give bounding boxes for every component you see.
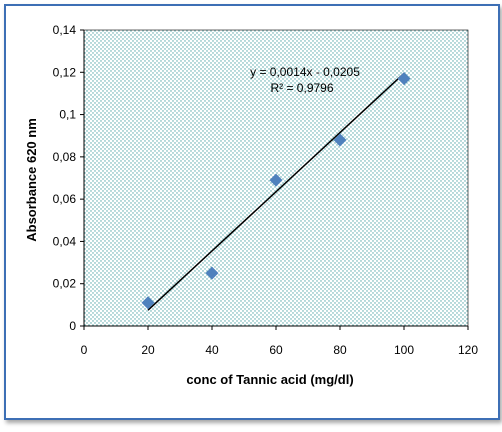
- trendline: [147, 72, 405, 311]
- x-axis-label: conc of Tannic acid (mg/dl): [186, 372, 353, 387]
- x-tick-label: 100: [394, 343, 414, 357]
- data-points: [141, 72, 411, 310]
- x-tick-label: 120: [458, 343, 478, 357]
- data-point: [269, 173, 283, 187]
- y-tick-label: 0,12: [53, 65, 77, 79]
- x-tick-label: 0: [81, 343, 88, 357]
- y-tick-label: 0,06: [53, 192, 77, 206]
- y-tick-label: 0,02: [53, 277, 77, 291]
- y-axis-label: Absorbance 620 nm: [24, 118, 39, 242]
- x-tick-label: 60: [269, 343, 283, 357]
- y-tick-label: 0: [69, 319, 76, 333]
- data-point: [333, 133, 347, 147]
- x-axis-ticks: 0 20 40 60 80 100 120: [81, 326, 478, 357]
- x-tick-label: 80: [333, 343, 347, 357]
- trendline-equation: y = 0,0014x - 0,0205: [250, 65, 360, 79]
- data-point: [205, 266, 219, 280]
- x-tick-label: 40: [205, 343, 219, 357]
- x-tick-label: 20: [141, 343, 155, 357]
- y-tick-label: 0,1: [59, 108, 76, 122]
- y-axis-ticks: 0 0,02 0,04 0,06 0,08 0,1 0,12 0,14: [53, 23, 84, 333]
- r-squared-label: R² = 0,9796: [270, 81, 333, 95]
- y-tick-label: 0,08: [53, 150, 77, 164]
- y-tick-label: 0,04: [53, 234, 77, 248]
- y-tick-label: 0,14: [53, 23, 77, 37]
- data-point: [397, 72, 411, 86]
- data-point: [141, 296, 155, 310]
